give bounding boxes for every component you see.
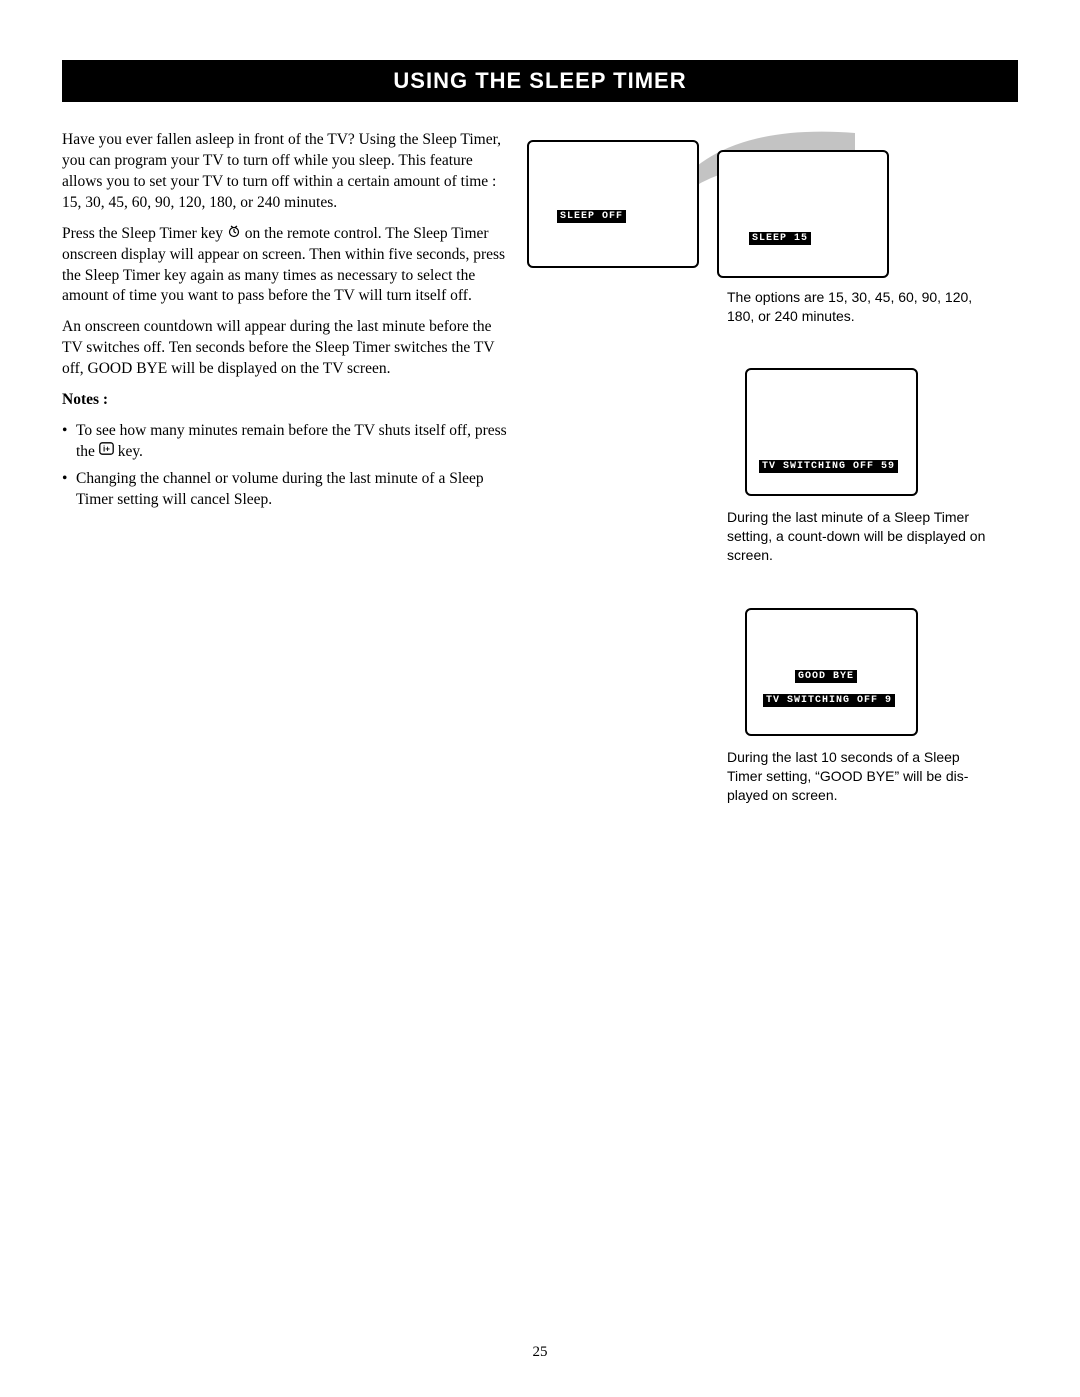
osd-sleep-off: SLEEP OFF [557,210,626,223]
content-area: Have you ever fallen asleep in front of … [62,130,1018,517]
page-number: 25 [0,1344,1080,1361]
paragraph-instructions: Press the Sleep Timer key on the remote … [62,224,507,308]
notes-heading: Notes : [62,390,507,411]
sleep-timer-key-icon [227,224,241,245]
paragraph-countdown-info: An onscreen countdown will appear during… [62,317,507,380]
tv-screen-goodbye: GOOD BYE TV SWITCHING OFF 9 [745,608,918,736]
note-item-2: Changing the channel or volume during th… [62,469,507,511]
note1-part-b: key. [114,443,143,460]
osd-switching-9: TV SWITCHING OFF 9 [763,694,895,707]
tv-screen-sleep-15: SLEEP 15 [717,150,889,278]
notes-label: Notes : [62,391,108,408]
caption-goodbye: During the last 10 seconds of a Sleep Ti… [727,748,987,805]
notes-list: To see how many minutes remain before th… [62,421,507,511]
tv-screen-switching-59: TV SWITCHING OFF 59 [745,368,918,496]
caption-countdown: During the last minute of a Sleep Timer … [727,508,997,565]
osd-sleep-15: SLEEP 15 [749,232,811,245]
caption-options: The options are 15, 30, 45, 60, 90, 120,… [727,288,987,326]
paragraph-intro: Have you ever fallen asleep in front of … [62,130,507,214]
note-item-1: To see how many minutes remain before th… [62,421,507,463]
section-header: USING THE SLEEP TIMER [62,60,1018,102]
osd-good-bye: GOOD BYE [795,670,857,683]
para2-part-a: Press the Sleep Timer key [62,225,227,242]
svg-text:i+: i+ [103,445,110,454]
info-key-icon: i+ [99,442,114,462]
osd-switching-59: TV SWITCHING OFF 59 [759,460,898,473]
body-text-column: Have you ever fallen asleep in front of … [62,130,507,517]
tv-screen-sleep-off: SLEEP OFF [527,140,699,268]
illustration-column: SLEEP OFF SLEEP 15 The options are 15, 3… [527,130,1018,517]
